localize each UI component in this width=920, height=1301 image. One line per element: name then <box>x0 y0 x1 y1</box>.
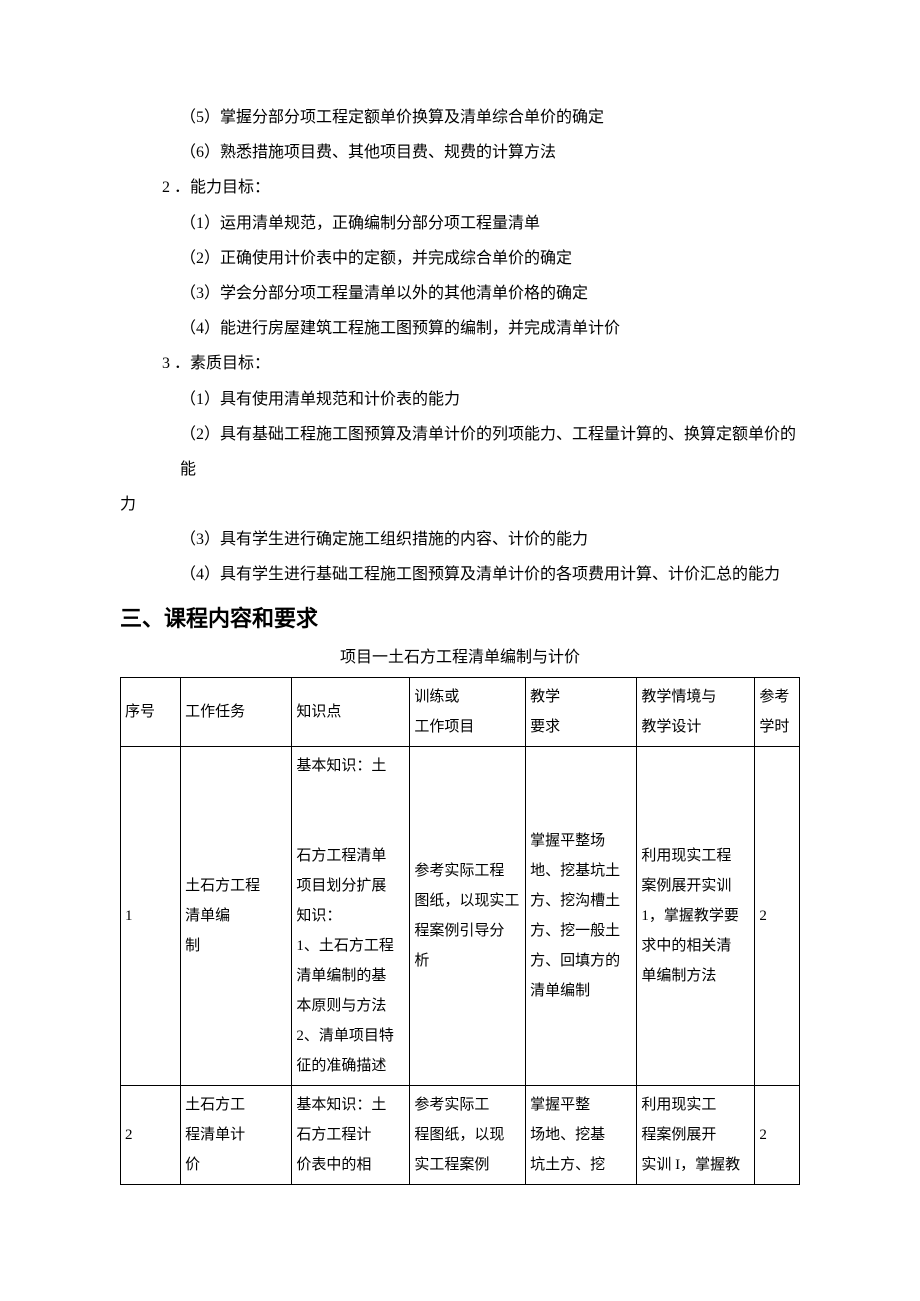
quality-item-2a: （2）具有基础工程施工图预算及清单计价的列项能力、工程量计算的、换算定额单价的能 <box>120 417 800 487</box>
row2-training: 参考实际工程图纸，以现实工程案例 <box>410 1085 526 1184</box>
header-task: 工作任务 <box>181 677 292 746</box>
table-row: 1 土石方工程清单编制 基本知识：土 石方工程清单项目划分扩展知识：1、土石方工… <box>121 746 800 1085</box>
row2-task: 土石方工程清单计价 <box>181 1085 292 1184</box>
ability-item-4: （4）能进行房屋建筑工程施工图预算的编制，并完成清单计价 <box>120 311 800 346</box>
row1-hours: 2 <box>755 746 800 1085</box>
row1-seq: 1 <box>121 746 181 1085</box>
list-item-5: （5）掌握分部分项工程定额单价换算及清单综合单价的确定 <box>120 100 800 135</box>
table-title: 项目一土石方工程清单编制与计价 <box>120 644 800 673</box>
ability-item-2: （2）正确使用计价表中的定额，并完成综合单价的确定 <box>120 241 800 276</box>
row2-knowledge: 基本知识：土石方工程计价表中的相 <box>292 1085 410 1184</box>
ability-item-1: （1）运用清单规范，正确编制分部分项工程量清单 <box>120 206 800 241</box>
row2-design: 利用现实工程案例展开实训 I，掌握教 <box>637 1085 755 1184</box>
row2-requirement: 掌握平整场地、挖基坑土方、挖 <box>526 1085 637 1184</box>
quality-item-2b: 力 <box>120 487 800 522</box>
table-header-row: 序号 工作任务 知识点 训练或工作项目 教学要求 教学情境与教学设计 参考学时 <box>121 677 800 746</box>
course-table: 序号 工作任务 知识点 训练或工作项目 教学要求 教学情境与教学设计 参考学时 … <box>120 677 800 1185</box>
list-item-6: （6）熟悉措施项目费、其他项目费、规费的计算方法 <box>120 135 800 170</box>
row1-task: 土石方工程清单编制 <box>181 746 292 1085</box>
row1-requirement: 掌握平整场地、挖基坑土方、挖沟槽土方、挖一般土方、回填方的清单编制 <box>526 746 637 1085</box>
header-hours: 参考学时 <box>755 677 800 746</box>
header-knowledge: 知识点 <box>292 677 410 746</box>
header-seq: 序号 <box>121 677 181 746</box>
quality-item-3: （3）具有学生进行确定施工组织措施的内容、计价的能力 <box>120 522 800 557</box>
quality-item-1: （1）具有使用清单规范和计价表的能力 <box>120 382 800 417</box>
row1-knowledge: 基本知识：土 石方工程清单项目划分扩展知识：1、土石方工程清单编制的基本原则与方… <box>292 746 410 1085</box>
ability-item-3: （3）学会分部分项工程量清单以外的其他清单价格的确定 <box>120 276 800 311</box>
header-training: 训练或工作项目 <box>410 677 526 746</box>
quality-goal-heading: 3 ．素质目标： <box>120 346 800 381</box>
header-design: 教学情境与教学设计 <box>637 677 755 746</box>
section-3-heading: 三、课程内容和要求 <box>120 601 800 636</box>
row2-seq: 2 <box>121 1085 181 1184</box>
ability-goal-heading: 2 ．能力目标： <box>120 170 800 205</box>
row2-hours: 2 <box>755 1085 800 1184</box>
table-row: 2 土石方工程清单计价 基本知识：土石方工程计价表中的相 参考实际工程图纸，以现… <box>121 1085 800 1184</box>
row1-design: 利用现实工程案例展开实训1，掌握教学要求中的相关清单编制方法 <box>637 746 755 1085</box>
row1-training: 参考实际工程图纸，以现实工程案例引导分析 <box>410 746 526 1085</box>
quality-item-4: （4）具有学生进行基础工程施工图预算及清单计价的各项费用计算、计价汇总的能力 <box>120 557 800 592</box>
header-requirement: 教学要求 <box>526 677 637 746</box>
